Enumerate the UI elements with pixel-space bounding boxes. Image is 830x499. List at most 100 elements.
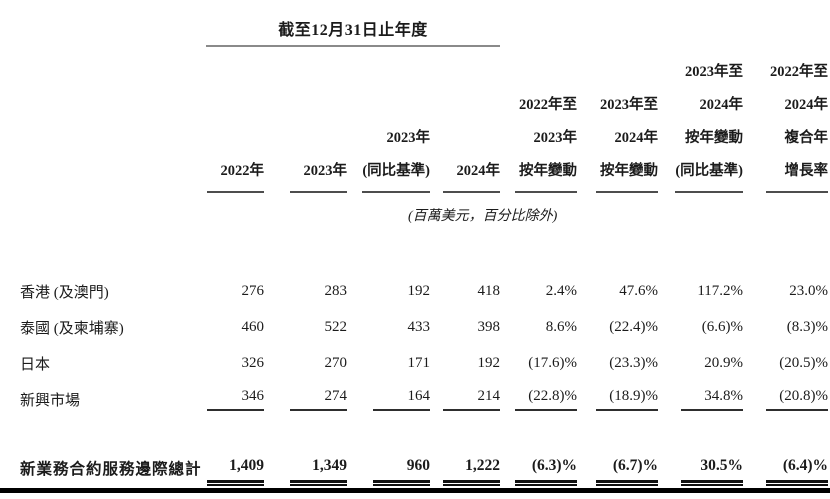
cell-value: 192 bbox=[407, 282, 431, 299]
cell-value: 171 bbox=[407, 354, 431, 371]
header-line: (同比基準) bbox=[362, 163, 430, 179]
row-label: 香港 (及澳門) bbox=[20, 284, 109, 301]
cell-value: 274 bbox=[264, 381, 347, 417]
header-line: 2023年 bbox=[303, 163, 348, 179]
total-value: (6.7)% bbox=[577, 457, 659, 486]
cell-value: 270 bbox=[324, 354, 348, 371]
header-line: 2023年 bbox=[386, 130, 431, 146]
cell-value: 47.6% bbox=[619, 282, 659, 299]
period-header-label: 截至12月31日止年度 bbox=[278, 22, 428, 39]
col-header-text: 2022年 bbox=[207, 155, 264, 193]
cell-value: 117.2% bbox=[697, 282, 744, 299]
header-line: 2022年至 bbox=[519, 97, 578, 113]
bottom-rule bbox=[0, 488, 830, 493]
cell-value: 522 bbox=[324, 318, 348, 335]
table-row-total: 新業務合約服務邊際總計 1,409 1,349 960 1,222 (6.3)%… bbox=[0, 457, 829, 486]
cell-value: (20.5)% bbox=[779, 354, 829, 371]
cell-value: 214 bbox=[430, 381, 501, 417]
empty-cell bbox=[0, 46, 206, 193]
header-line: 2022年至 bbox=[770, 64, 829, 80]
spacer-row bbox=[0, 417, 828, 457]
header-line: 按年變動 bbox=[600, 163, 659, 179]
cell-value: 20.9% bbox=[704, 354, 744, 371]
total-value: 1,409 bbox=[206, 457, 264, 486]
empty-cell bbox=[0, 0, 206, 46]
cell-value: 23.0% bbox=[789, 282, 829, 299]
cell-value: (23.3)% bbox=[609, 354, 659, 371]
col-header-cagr-2022-2024: 2022年至 2024年 複合年 增長率 bbox=[743, 46, 829, 193]
total-value: 960 bbox=[347, 457, 430, 486]
row-label: 日本 bbox=[20, 356, 51, 373]
total-label: 新業務合約服務邊際總計 bbox=[20, 461, 202, 478]
total-value: (6.4)% bbox=[743, 457, 829, 486]
spacer-row bbox=[0, 237, 828, 273]
col-header-2023: 2023年 bbox=[264, 46, 347, 193]
header-line: 2023年 bbox=[533, 130, 578, 146]
cell-value: 283 bbox=[324, 282, 348, 299]
col-header-text: 2022年至 2024年 複合年 增長率 bbox=[766, 56, 829, 193]
period-header: 截至12月31日止年度 bbox=[206, 0, 501, 47]
table-row-emerging-markets: 新興市場 346 274 164 214 (22.8)% (18.9)% 34.… bbox=[0, 381, 829, 417]
cell-value: 276 bbox=[241, 282, 265, 299]
header-line: 按年變動 bbox=[519, 163, 578, 179]
cell-value: 418 bbox=[477, 282, 501, 299]
total-value: 30.5% bbox=[658, 457, 744, 486]
col-header-2022: 2022年 bbox=[206, 46, 264, 193]
col-header-2023-like-for-like: 2023年 (同比基準) bbox=[347, 46, 430, 193]
header-line: 增長率 bbox=[784, 163, 829, 179]
header-line: (同比基準) bbox=[675, 163, 744, 179]
cell-value: 433 bbox=[407, 318, 431, 335]
units-note: (百萬美元，百分比除外) bbox=[408, 209, 558, 224]
header-line: 2024年 bbox=[456, 163, 501, 179]
units-note-row: (百萬美元，百分比除外) bbox=[0, 193, 828, 237]
row-label: 新興市場 bbox=[20, 392, 81, 409]
col-header-text: 2023年 (同比基準) bbox=[362, 122, 430, 193]
cell-value: 398 bbox=[477, 318, 501, 335]
cell-value: (17.6)% bbox=[528, 354, 578, 371]
row-label: 泰國 (及柬埔寨) bbox=[20, 320, 124, 337]
period-spanner-row: 截至12月31日止年度 bbox=[0, 0, 828, 47]
cell-value: (22.4)% bbox=[609, 318, 659, 335]
cell-value: 164 bbox=[347, 381, 430, 417]
cell-value: (6.6)% bbox=[701, 318, 744, 335]
units-note-cell: (百萬美元，百分比除外) bbox=[0, 193, 828, 237]
header-line: 2022年 bbox=[220, 163, 265, 179]
cell-value: 2.4% bbox=[545, 282, 578, 299]
cell-value: 8.6% bbox=[545, 318, 578, 335]
empty-cell bbox=[500, 0, 828, 46]
col-header-yoy-2023-2024-like-for-like: 2023年至 2024年 按年變動 (同比基準) bbox=[658, 46, 744, 193]
header-line: 2024年 bbox=[784, 97, 829, 113]
total-value: 1,349 bbox=[264, 457, 347, 486]
cell-value: (20.8)% bbox=[743, 381, 829, 417]
cell-value: 192 bbox=[477, 354, 501, 371]
col-header-text: 2022年至 2023年 按年變動 bbox=[515, 89, 578, 193]
col-header-yoy-2023-2024: 2023年至 2024年 按年變動 bbox=[577, 46, 659, 193]
cell-value: 346 bbox=[206, 381, 264, 417]
col-header-text: 2023年 bbox=[290, 155, 347, 193]
col-header-text: 2023年至 2024年 按年變動 bbox=[596, 89, 659, 193]
col-header-2024: 2024年 bbox=[430, 46, 501, 193]
header-line: 複合年 bbox=[784, 130, 829, 146]
total-value: 1,222 bbox=[430, 457, 501, 486]
col-header-text: 2023年至 2024年 按年變動 (同比基準) bbox=[675, 56, 744, 193]
cell-value: 460 bbox=[241, 318, 265, 335]
table-row-japan: 日本 326 270 171 192 (17.6)% (23.3)% 20.9%… bbox=[0, 345, 828, 381]
col-header-yoy-2022-2023: 2022年至 2023年 按年變動 bbox=[500, 46, 578, 193]
cell-value: 34.8% bbox=[658, 381, 744, 417]
header-line: 2024年 bbox=[614, 130, 659, 146]
header-line: 按年變動 bbox=[685, 130, 744, 146]
cell-value: 326 bbox=[241, 354, 265, 371]
col-header-text: 2024年 bbox=[443, 155, 501, 193]
column-header-row: 2022年 2023年 2023年 (同比基準) 2024年 bbox=[0, 46, 829, 193]
table-row-thailand-cambodia: 泰國 (及柬埔寨) 460 522 433 398 8.6% (22.4)% (… bbox=[0, 309, 828, 345]
header-line: 2023年至 bbox=[600, 97, 659, 113]
total-value: (6.3)% bbox=[500, 457, 578, 486]
nbcsm-table: 截至12月31日止年度 2022年 2023年 2023年 (同比基準) bbox=[0, 0, 829, 486]
cell-value: (8.3)% bbox=[786, 318, 829, 335]
table-row-hong-kong-macau: 香港 (及澳門) 276 283 192 418 2.4% 47.6% 117.… bbox=[0, 273, 828, 309]
header-line: 2024年 bbox=[699, 97, 744, 113]
header-line: 2023年至 bbox=[685, 64, 744, 80]
cell-value: (18.9)% bbox=[577, 381, 659, 417]
cell-value: (22.8)% bbox=[500, 381, 578, 417]
